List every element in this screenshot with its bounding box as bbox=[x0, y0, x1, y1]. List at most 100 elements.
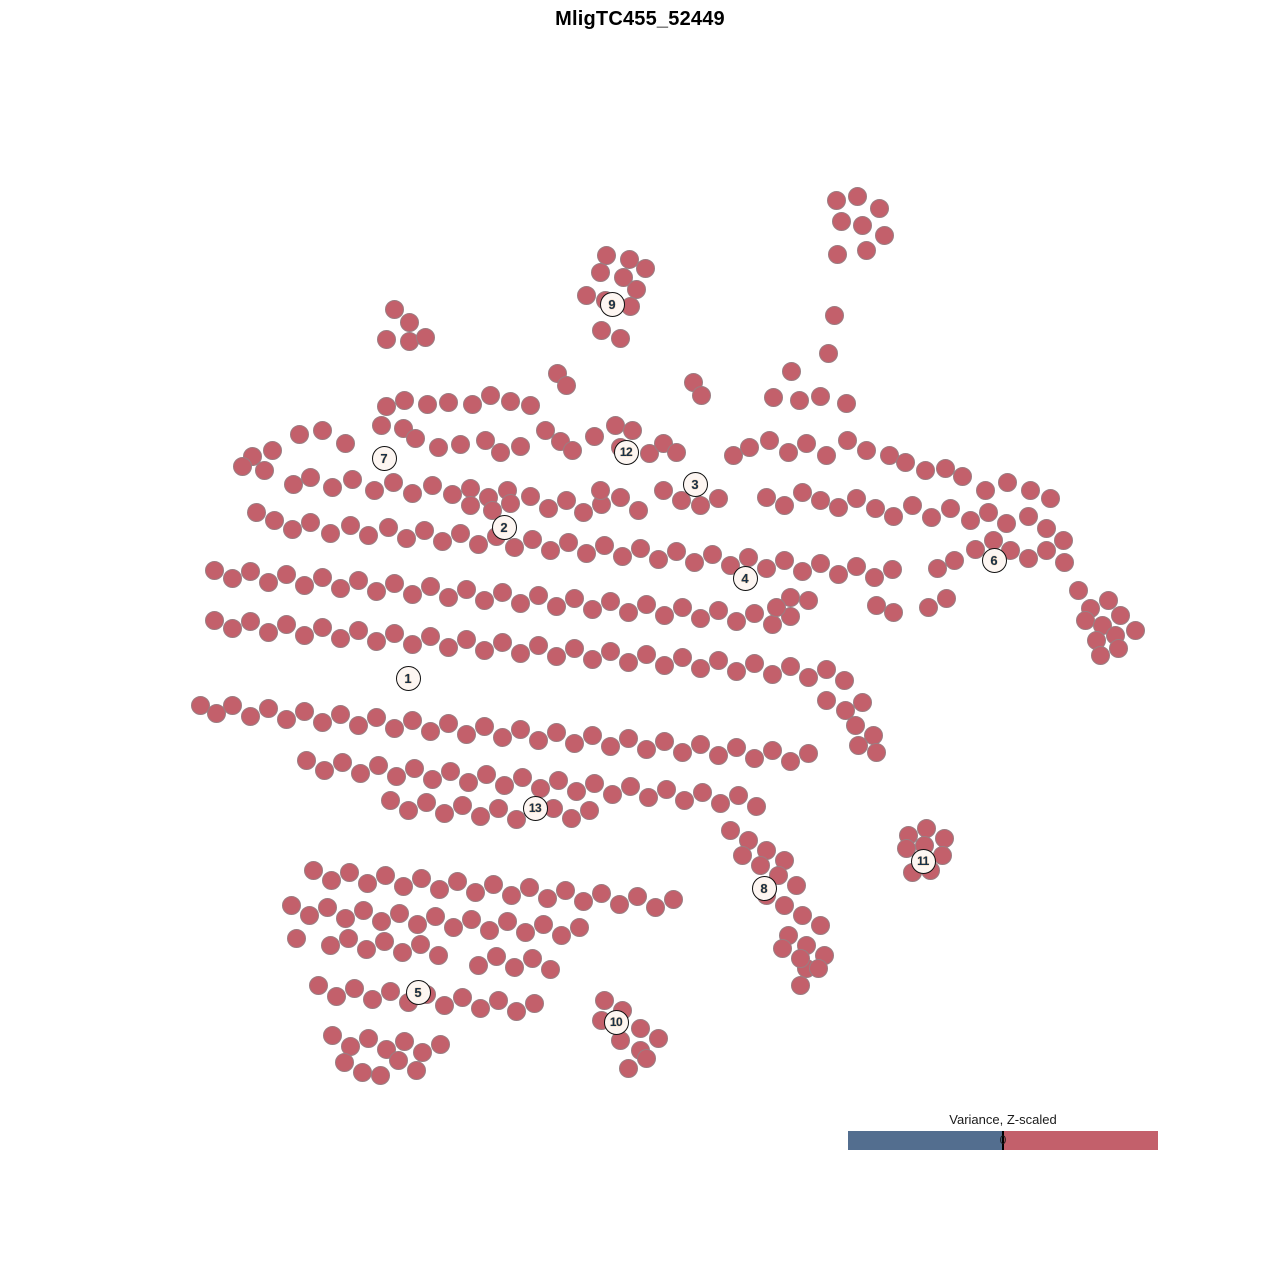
network-node[interactable] bbox=[405, 428, 425, 448]
network-node[interactable] bbox=[375, 865, 395, 885]
network-node[interactable] bbox=[620, 776, 640, 796]
network-node[interactable] bbox=[918, 597, 938, 617]
network-node[interactable] bbox=[828, 564, 848, 584]
network-node[interactable] bbox=[320, 935, 340, 955]
network-node[interactable] bbox=[414, 520, 434, 540]
network-node[interactable] bbox=[936, 588, 956, 608]
network-node[interactable] bbox=[744, 603, 764, 623]
network-node[interactable] bbox=[286, 928, 306, 948]
network-node[interactable] bbox=[798, 667, 818, 687]
network-node[interactable] bbox=[506, 809, 526, 829]
network-node[interactable] bbox=[837, 430, 857, 450]
network-node[interactable] bbox=[564, 733, 584, 753]
network-node[interactable] bbox=[810, 386, 830, 406]
network-node[interactable] bbox=[798, 743, 818, 763]
network-node[interactable] bbox=[997, 472, 1017, 492]
network-node[interactable] bbox=[504, 537, 524, 557]
cluster-label-1[interactable]: 1 bbox=[395, 665, 421, 691]
network-node[interactable] bbox=[468, 534, 488, 554]
network-node[interactable] bbox=[780, 751, 800, 771]
network-node[interactable] bbox=[1054, 552, 1074, 572]
network-node[interactable] bbox=[927, 558, 947, 578]
network-node[interactable] bbox=[492, 582, 512, 602]
network-node[interactable] bbox=[461, 909, 481, 929]
network-node[interactable] bbox=[831, 211, 851, 231]
network-node[interactable] bbox=[635, 258, 655, 278]
network-node[interactable] bbox=[460, 478, 480, 498]
network-node[interactable] bbox=[378, 517, 398, 537]
network-node[interactable] bbox=[726, 661, 746, 681]
network-node[interactable] bbox=[402, 710, 422, 730]
network-node[interactable] bbox=[420, 721, 440, 741]
network-node[interactable] bbox=[564, 588, 584, 608]
network-node[interactable] bbox=[442, 484, 462, 504]
network-node[interactable] bbox=[314, 760, 334, 780]
network-node[interactable] bbox=[810, 490, 830, 510]
network-node[interactable] bbox=[546, 596, 566, 616]
network-node[interactable] bbox=[500, 493, 520, 513]
network-node[interactable] bbox=[723, 445, 743, 465]
cluster-label-6[interactable]: 6 bbox=[981, 547, 1007, 573]
network-node[interactable] bbox=[456, 579, 476, 599]
network-node[interactable] bbox=[497, 911, 517, 931]
network-node[interactable] bbox=[594, 990, 614, 1010]
network-node[interactable] bbox=[792, 905, 812, 925]
network-node[interactable] bbox=[474, 590, 494, 610]
network-node[interactable] bbox=[774, 895, 794, 915]
network-node[interactable] bbox=[533, 914, 553, 934]
network-node[interactable] bbox=[744, 748, 764, 768]
network-node[interactable] bbox=[335, 433, 355, 453]
network-node[interactable] bbox=[690, 495, 710, 515]
network-node[interactable] bbox=[602, 784, 622, 804]
network-node[interactable] bbox=[594, 535, 614, 555]
network-node[interactable] bbox=[276, 564, 296, 584]
network-node[interactable] bbox=[474, 640, 494, 660]
network-node[interactable] bbox=[428, 437, 448, 457]
network-node[interactable] bbox=[524, 993, 544, 1013]
network-node[interactable] bbox=[342, 469, 362, 489]
network-node[interactable] bbox=[744, 653, 764, 673]
network-node[interactable] bbox=[404, 758, 424, 778]
network-node[interactable] bbox=[564, 638, 584, 658]
network-node[interactable] bbox=[810, 553, 830, 573]
network-node[interactable] bbox=[600, 641, 620, 661]
network-node[interactable] bbox=[232, 456, 252, 476]
network-node[interactable] bbox=[780, 656, 800, 676]
network-node[interactable] bbox=[762, 740, 782, 760]
network-node[interactable] bbox=[366, 631, 386, 651]
network-node[interactable] bbox=[591, 320, 611, 340]
network-node[interactable] bbox=[402, 634, 422, 654]
network-node[interactable] bbox=[410, 934, 430, 954]
network-node[interactable] bbox=[834, 670, 854, 690]
network-node[interactable] bbox=[411, 868, 431, 888]
network-node[interactable] bbox=[562, 440, 582, 460]
network-node[interactable] bbox=[630, 1018, 650, 1038]
network-node[interactable] bbox=[222, 618, 242, 638]
network-node[interactable] bbox=[299, 905, 319, 925]
network-node[interactable] bbox=[422, 769, 442, 789]
network-node[interactable] bbox=[412, 1042, 432, 1062]
network-node[interactable] bbox=[276, 614, 296, 634]
network-node[interactable] bbox=[312, 420, 332, 440]
network-node[interactable] bbox=[638, 787, 658, 807]
network-node[interactable] bbox=[827, 244, 847, 264]
network-node[interactable] bbox=[630, 538, 650, 558]
network-node[interactable] bbox=[619, 249, 639, 269]
network-node[interactable] bbox=[582, 649, 602, 669]
network-node[interactable] bbox=[847, 186, 867, 206]
network-node[interactable] bbox=[636, 739, 656, 759]
network-node[interactable] bbox=[535, 420, 555, 440]
network-node[interactable] bbox=[808, 958, 828, 978]
network-node[interactable] bbox=[610, 487, 630, 507]
network-node[interactable] bbox=[240, 706, 260, 726]
network-node[interactable] bbox=[321, 870, 341, 890]
network-node[interactable] bbox=[312, 712, 332, 732]
network-node[interactable] bbox=[468, 955, 488, 975]
network-node[interactable] bbox=[240, 611, 260, 631]
network-node[interactable] bbox=[582, 725, 602, 745]
network-node[interactable] bbox=[835, 700, 855, 720]
network-node[interactable] bbox=[482, 500, 502, 520]
network-node[interactable] bbox=[790, 975, 810, 995]
network-node[interactable] bbox=[462, 394, 482, 414]
network-node[interactable] bbox=[663, 889, 683, 909]
